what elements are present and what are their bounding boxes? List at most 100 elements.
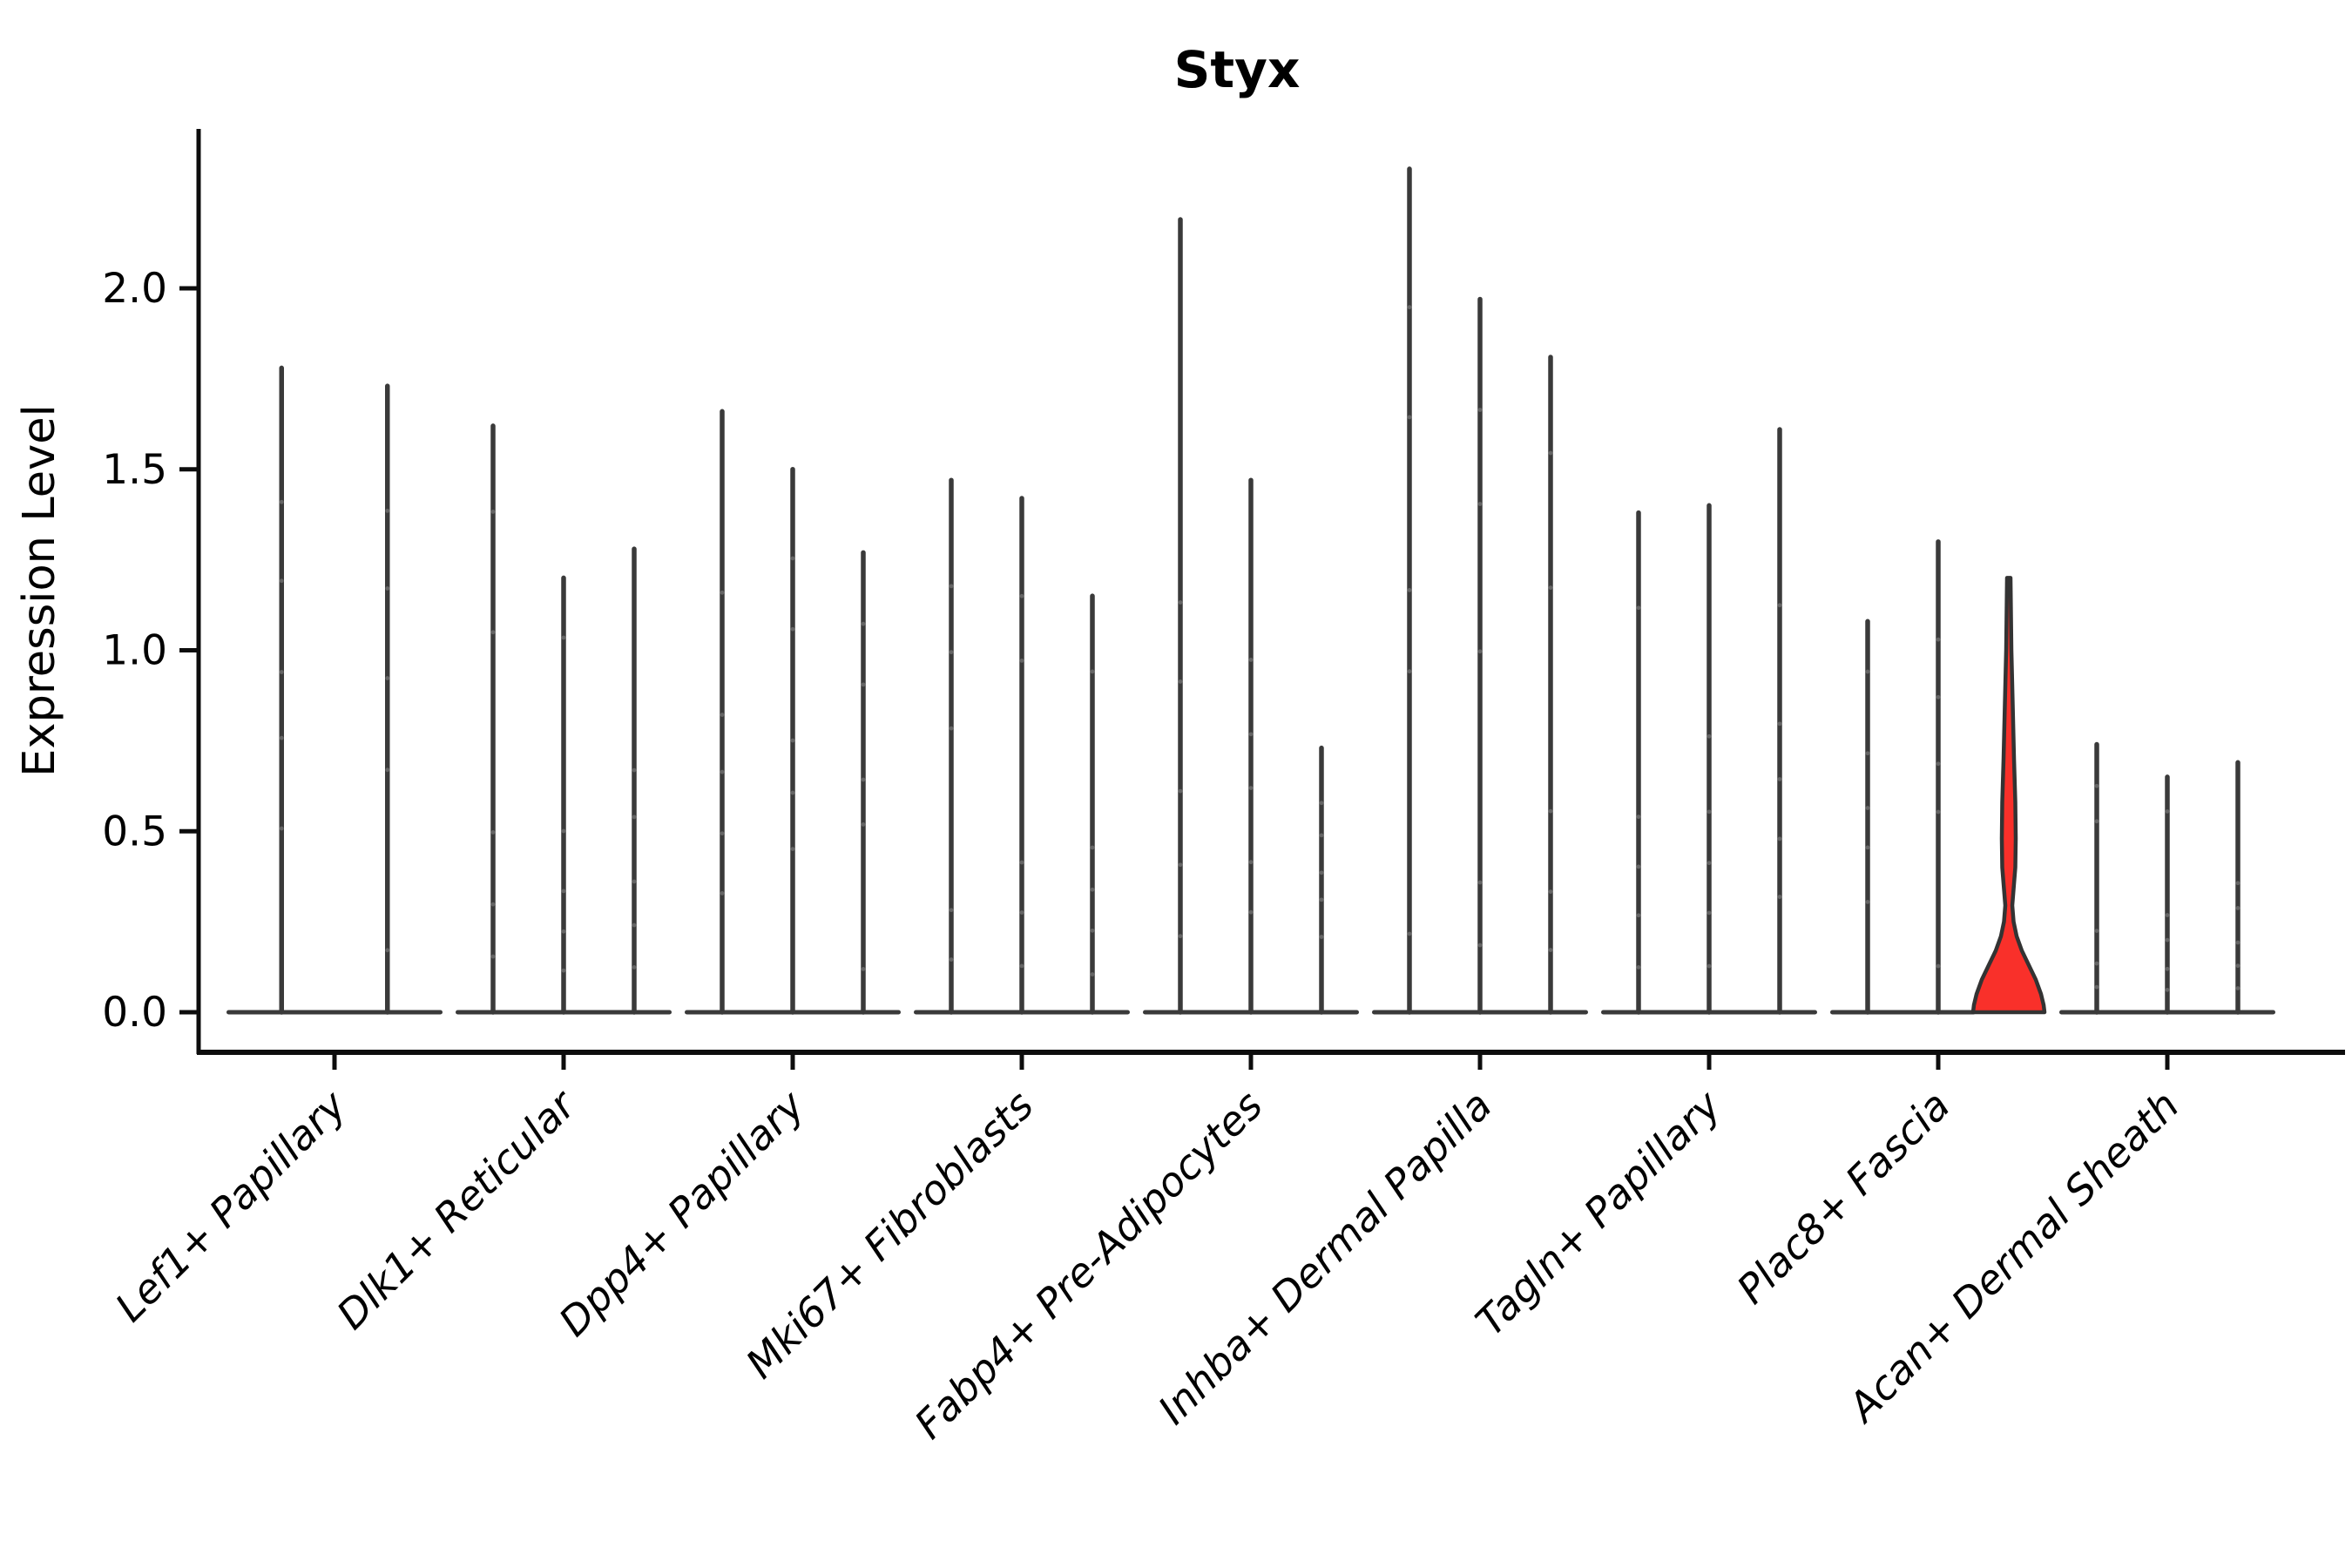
jitter-dot xyxy=(1936,694,1941,700)
jitter-dot xyxy=(2235,940,2240,945)
jitter-dot xyxy=(1548,808,1553,814)
jitter-dot xyxy=(1548,948,1553,952)
jitter-dot xyxy=(2235,963,2240,969)
jitter-dot xyxy=(1090,845,1095,850)
jitter-dot xyxy=(861,777,866,782)
jitter-dot xyxy=(790,556,795,561)
jitter-dot xyxy=(1319,801,1324,806)
jitter-dot xyxy=(632,923,637,928)
jitter-dot xyxy=(1636,913,1641,918)
jitter-dot xyxy=(1178,934,1183,939)
jitter-dot xyxy=(720,831,725,836)
jitter-dot xyxy=(1707,963,1712,969)
jitter-dot xyxy=(385,676,390,680)
jitter-dot xyxy=(1477,943,1483,948)
jitter-dot xyxy=(385,948,390,953)
jitter-dot xyxy=(1477,502,1483,506)
violins-layer xyxy=(226,166,2275,1015)
jitter-dot xyxy=(949,584,954,589)
jitter-dot xyxy=(1407,305,1412,310)
jitter-dot xyxy=(1777,777,1782,781)
jitter-dot xyxy=(561,968,566,973)
y-tick-label: 2.0 xyxy=(102,265,167,313)
jitter-dot xyxy=(790,790,795,795)
jitter-dot xyxy=(1777,895,1782,899)
jitter-dot xyxy=(490,954,496,959)
jitter-dot xyxy=(279,578,284,584)
jitter-dot xyxy=(1019,963,1024,969)
jitter-dot xyxy=(385,767,390,773)
y-tick-label: 1.0 xyxy=(102,627,167,675)
jitter-dot xyxy=(279,735,284,740)
x-tick-label: Dpp4+ Papillary xyxy=(550,1081,814,1345)
violin-highlighted xyxy=(1970,576,2047,1015)
jitter-dot xyxy=(720,769,725,774)
jitter-dot xyxy=(1248,909,1254,915)
jitter-dot xyxy=(1407,931,1412,936)
y-tick-label: 0.5 xyxy=(102,808,167,855)
y-tick-label: 0.0 xyxy=(102,989,167,1037)
jitter-dot xyxy=(1178,788,1183,794)
jitter-dot xyxy=(279,499,284,504)
jitter-dot xyxy=(861,621,866,626)
chart-title: Styx xyxy=(1174,40,1301,99)
jitter-dot xyxy=(790,626,795,632)
jitter-dot xyxy=(2094,819,2099,824)
x-tick-label: Dlk1+ Reticular xyxy=(328,1079,586,1338)
jitter-dot xyxy=(1865,669,1870,674)
jitter-dot xyxy=(1019,910,1024,915)
jitter-dot xyxy=(949,908,954,913)
jitter-dot xyxy=(2094,929,2099,933)
jitter-dot xyxy=(1865,806,1870,810)
jitter-dot xyxy=(1090,972,1095,977)
jitter-dot xyxy=(1936,963,1941,969)
jitter-dot xyxy=(2235,986,2240,990)
x-tick-label: Plac8+ Fascia xyxy=(1727,1082,1958,1313)
jitter-dot xyxy=(2165,987,2170,992)
jitter-dot xyxy=(1178,679,1183,684)
jitter-dot xyxy=(2235,881,2240,886)
jitter-dot xyxy=(2165,809,2170,814)
jitter-dot xyxy=(1090,928,1095,933)
jitter-dot xyxy=(490,830,496,835)
jitter-dot xyxy=(1319,897,1324,902)
jitter-dot xyxy=(720,713,725,717)
jitter-dot xyxy=(1477,649,1483,654)
jitter-dot xyxy=(1319,870,1324,875)
jitter-dot xyxy=(1777,721,1782,727)
jitter-dot xyxy=(490,902,496,907)
jitter-dot xyxy=(279,826,284,831)
jitter-dot xyxy=(1477,408,1483,412)
y-tick-label: 1.5 xyxy=(102,446,167,494)
jitter-dot xyxy=(790,738,795,743)
jitter-dot xyxy=(2094,783,2099,788)
jitter-dot xyxy=(949,650,954,655)
jitter-dot xyxy=(720,590,725,595)
jitter-dot xyxy=(561,828,566,834)
jitter-dot xyxy=(720,891,725,896)
jitter-dot xyxy=(1865,751,1870,756)
jitter-dot xyxy=(1248,732,1254,737)
jitter-dot xyxy=(861,682,866,687)
jitter-dot xyxy=(949,957,954,962)
jitter-dot xyxy=(790,847,795,851)
jitter-dot xyxy=(1407,588,1412,592)
jitter-dot xyxy=(632,965,637,970)
jitter-dot xyxy=(861,822,866,827)
jitter-dot xyxy=(1019,659,1024,663)
jitter-dot xyxy=(561,929,566,934)
jitter-dot xyxy=(632,767,637,773)
jitter-dot xyxy=(1865,900,1870,904)
jitter-dot xyxy=(949,726,954,731)
jitter-dot xyxy=(1319,935,1324,939)
jitter-dot xyxy=(2165,913,2170,917)
jitter-dot xyxy=(1477,880,1483,885)
jitter-dot xyxy=(1865,845,1870,850)
jitter-dot xyxy=(632,879,637,884)
jitter-dot xyxy=(1548,585,1553,591)
jitter-dot xyxy=(561,635,566,640)
jitter-dot xyxy=(1019,860,1024,865)
jitter-dot xyxy=(1090,669,1095,674)
jitter-dot xyxy=(385,508,390,513)
